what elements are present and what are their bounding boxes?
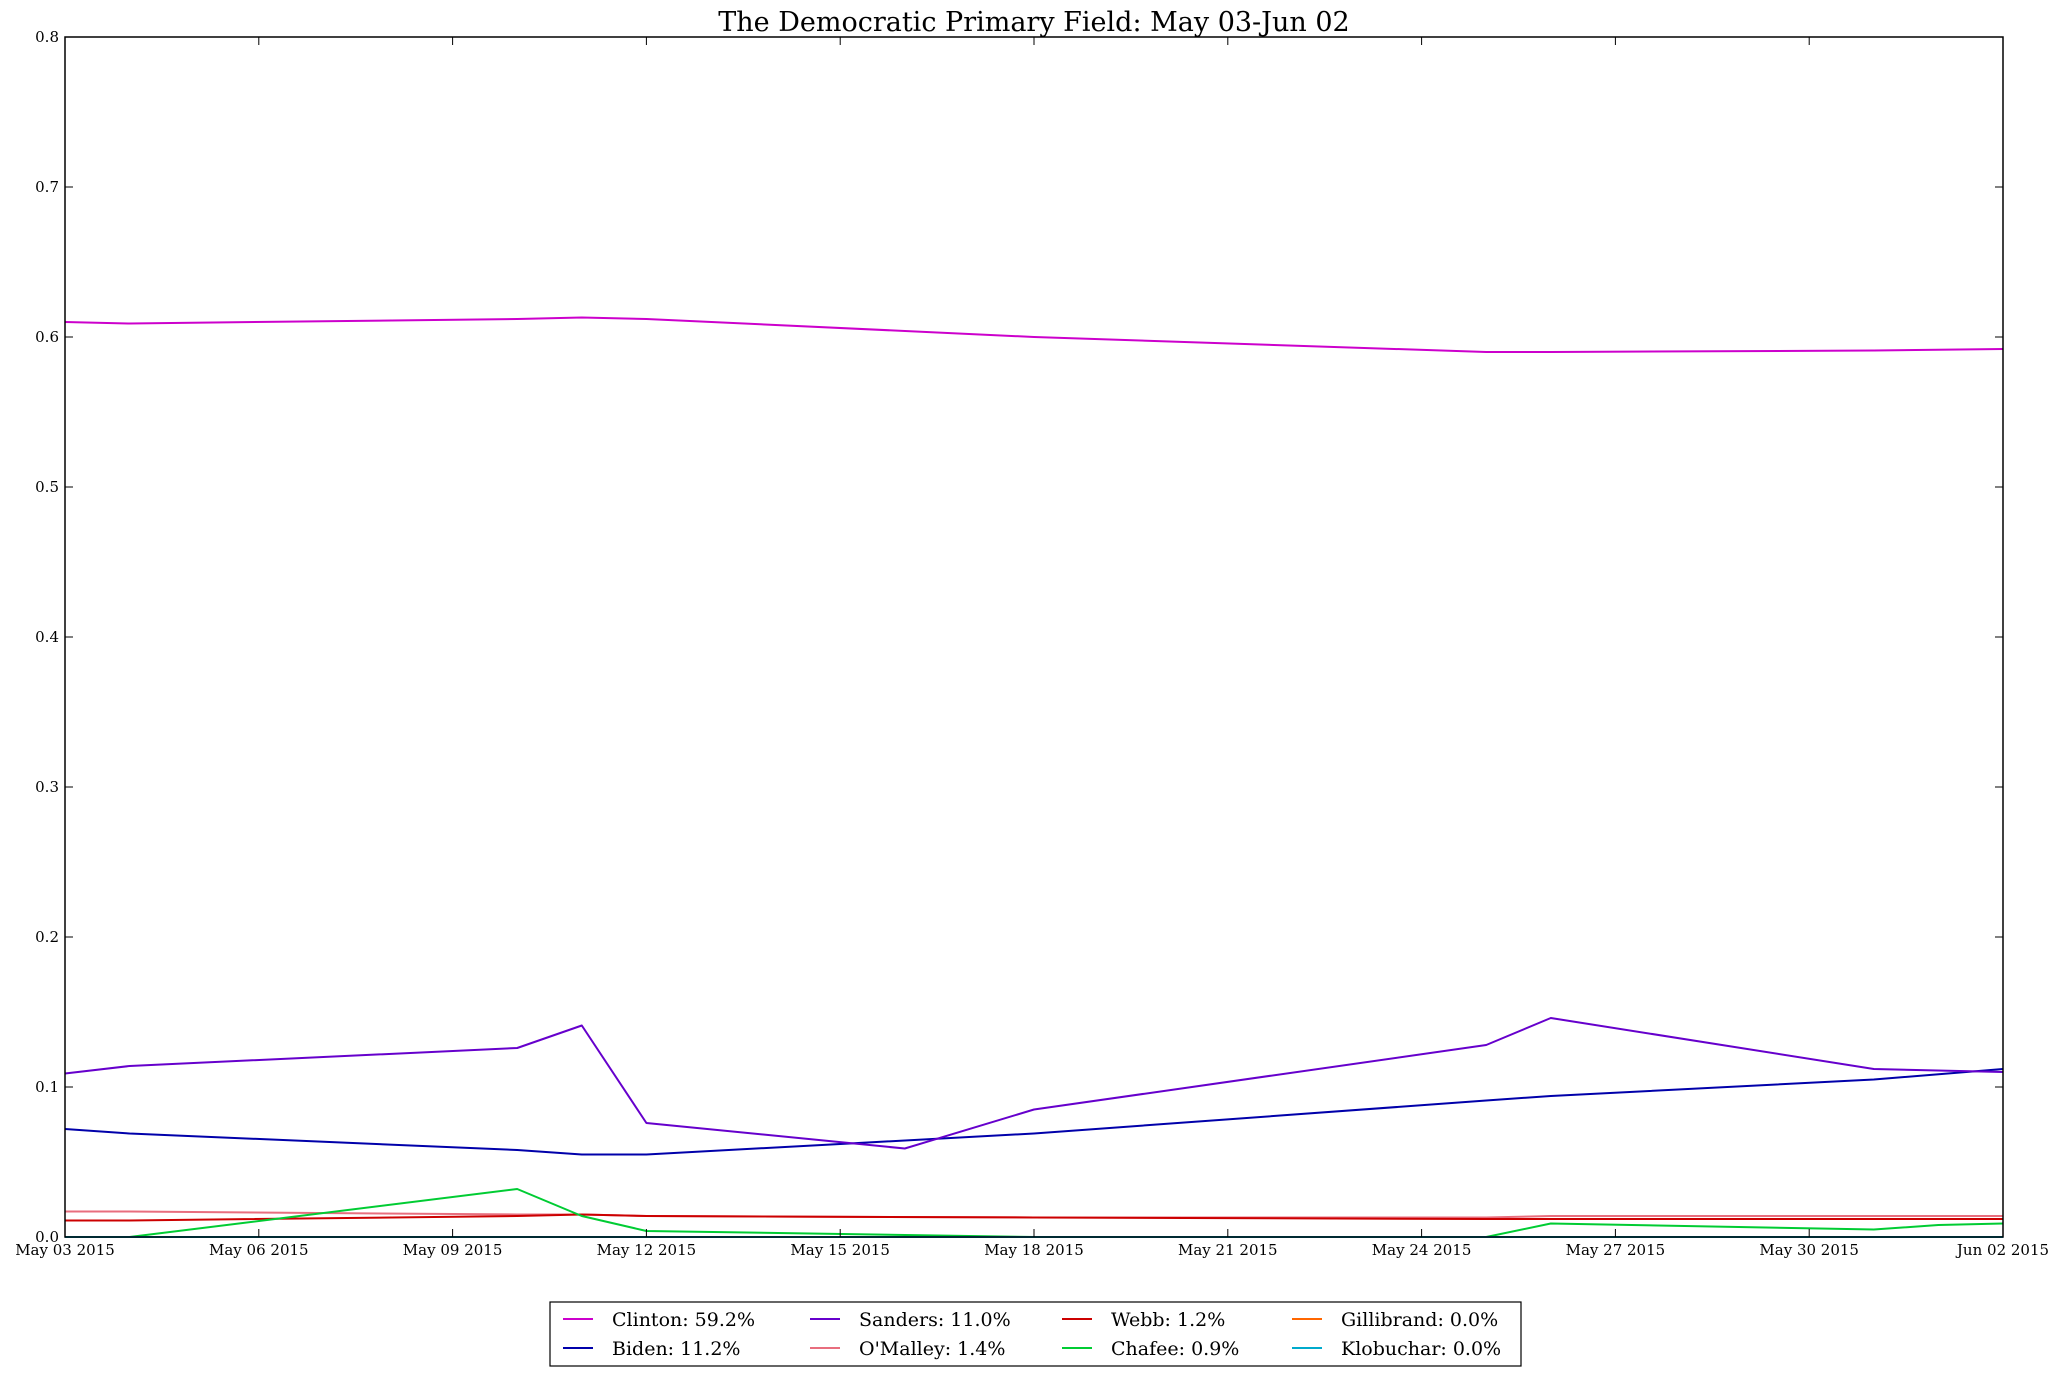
series-layer bbox=[64, 316, 2004, 1238]
y-tick-label: 0.3 bbox=[35, 778, 59, 796]
y-axis: 0.0 0.1 0.2 0.3 0.4 0.5 0.6 0.7 0.8 bbox=[35, 28, 2003, 1246]
legend-entry: Chafee: 0.9% bbox=[1111, 1338, 1239, 1360]
x-axis: May 03 2015 May 06 2015 May 09 2015 May 12 … bbox=[15, 37, 2049, 1259]
series-line-0 bbox=[64, 316, 2004, 353]
y-tick-label: 0.4 bbox=[35, 628, 59, 646]
y-tick-label: 0.6 bbox=[35, 328, 59, 346]
x-tick-label: May 18 2015 bbox=[984, 1241, 1084, 1259]
plot-frame bbox=[64, 36, 2004, 1238]
y-tick-label: 0.5 bbox=[35, 478, 59, 496]
legend-entry: Biden: 11.2% bbox=[612, 1338, 740, 1360]
legend-entry: Webb: 1.2% bbox=[1111, 1309, 1225, 1331]
legend-entry: Klobuchar: 0.0% bbox=[1341, 1338, 1501, 1360]
legend-entry: Clinton: 59.2% bbox=[612, 1309, 755, 1331]
chart-title: The Democratic Primary Field: May 03-Jun… bbox=[718, 7, 1349, 38]
legend-entry: Gillibrand: 0.0% bbox=[1341, 1309, 1498, 1331]
x-tick-label: Jun 02 2015 bbox=[1955, 1241, 2049, 1259]
y-tick-label: 0.0 bbox=[35, 1228, 59, 1246]
series-line-1 bbox=[64, 1068, 2004, 1156]
x-tick-label: May 30 2015 bbox=[1759, 1241, 1859, 1259]
y-tick-label: 0.1 bbox=[35, 1078, 59, 1096]
series-line-4 bbox=[65, 1213, 2003, 1222]
y-tick-label: 0.2 bbox=[35, 928, 59, 946]
y-tick-label: 0.7 bbox=[35, 178, 59, 196]
x-tick-label: May 27 2015 bbox=[1566, 1241, 1666, 1259]
series-line-2 bbox=[64, 1017, 2004, 1150]
x-tick-label: May 06 2015 bbox=[209, 1241, 309, 1259]
legend-frame bbox=[549, 1301, 1522, 1367]
legend: Clinton: 59.2% Biden: 11.2% Sanders: 11.0%… bbox=[549, 1301, 1522, 1367]
x-tick-label: May 09 2015 bbox=[403, 1241, 503, 1259]
legend-entry: O'Malley: 1.4% bbox=[859, 1338, 1005, 1360]
x-tick-label: May 24 2015 bbox=[1372, 1241, 1472, 1259]
x-tick-label: May 03 2015 bbox=[15, 1241, 115, 1259]
y-tick-label: 0.8 bbox=[35, 28, 59, 46]
x-tick-label: May 12 2015 bbox=[597, 1241, 697, 1259]
legend-entry: Sanders: 11.0% bbox=[859, 1309, 1011, 1331]
x-tick-label: May 21 2015 bbox=[1178, 1241, 1278, 1259]
x-tick-label: May 15 2015 bbox=[790, 1241, 890, 1259]
